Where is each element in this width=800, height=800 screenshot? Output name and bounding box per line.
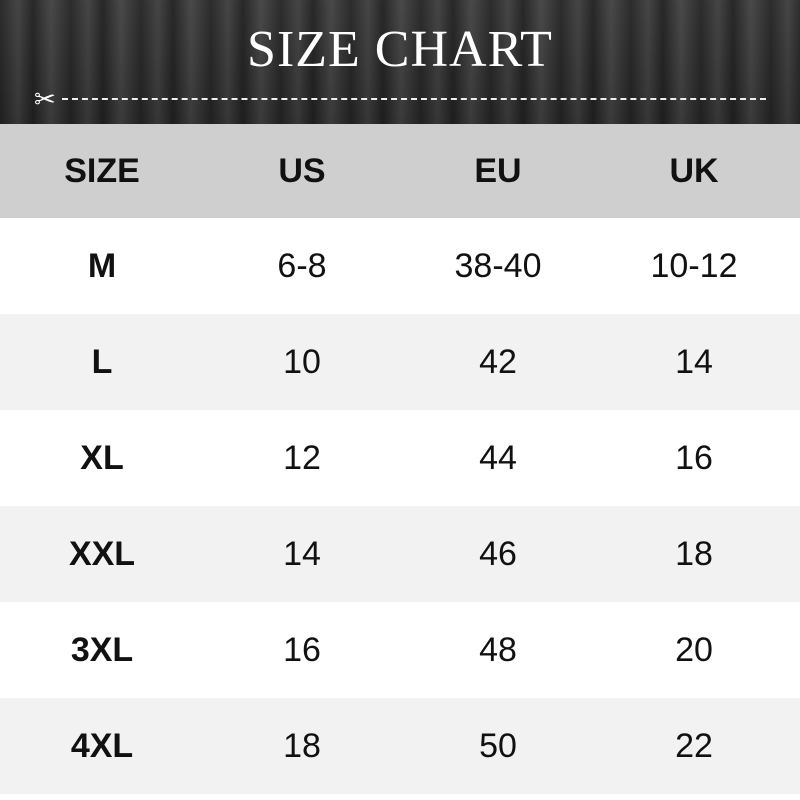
- cell-us: 16: [283, 630, 321, 669]
- table-row: 4XL 18 50 22: [0, 698, 800, 794]
- column-header-eu: EU: [474, 151, 522, 190]
- cell-uk: 16: [675, 438, 713, 477]
- cell-eu: 46: [479, 534, 517, 573]
- cell-us: 14: [283, 534, 321, 573]
- cell-uk: 22: [675, 726, 713, 765]
- cell-eu: 48: [479, 630, 517, 669]
- cell-size: XL: [80, 438, 124, 477]
- cell-us: 6-8: [277, 246, 327, 285]
- cell-size: L: [91, 342, 113, 381]
- cell-uk: 14: [675, 342, 713, 381]
- table-row: L 10 42 14: [0, 314, 800, 410]
- cell-us: 12: [283, 438, 321, 477]
- header-banner: SIZE CHART ✂: [0, 0, 800, 124]
- table-row: M 6-8 38-40 10-12: [0, 218, 800, 314]
- scissors-icon: ✂: [34, 84, 56, 114]
- cell-us: 18: [283, 726, 321, 765]
- cell-uk: 10-12: [650, 246, 738, 285]
- cell-eu: 42: [479, 342, 517, 381]
- cell-uk: 18: [675, 534, 713, 573]
- cell-eu: 44: [479, 438, 517, 477]
- column-header-uk: UK: [669, 151, 719, 190]
- table-header: SIZE US EU UK: [0, 124, 800, 218]
- cell-us: 10: [283, 342, 321, 381]
- cell-eu: 38-40: [454, 246, 542, 285]
- table-row: 3XL 16 48 20: [0, 602, 800, 698]
- cell-uk: 20: [675, 630, 713, 669]
- cell-size: 3XL: [70, 630, 134, 669]
- column-header-us: US: [278, 151, 326, 190]
- column-header-size: SIZE: [64, 151, 140, 190]
- cell-size: M: [87, 246, 117, 285]
- table-row: XXL 14 46 18: [0, 506, 800, 602]
- table-row: XL 12 44 16: [0, 410, 800, 506]
- page-title: SIZE CHART: [247, 21, 553, 78]
- table-body: M 6-8 38-40 10-12 L 10 42 14 XL 12 44 16 XXL 14 46 18 3X…: [0, 218, 800, 794]
- cell-size: XXL: [68, 534, 136, 573]
- cut-line: [62, 98, 766, 100]
- cell-eu: 50: [479, 726, 517, 765]
- cell-size: 4XL: [70, 726, 134, 765]
